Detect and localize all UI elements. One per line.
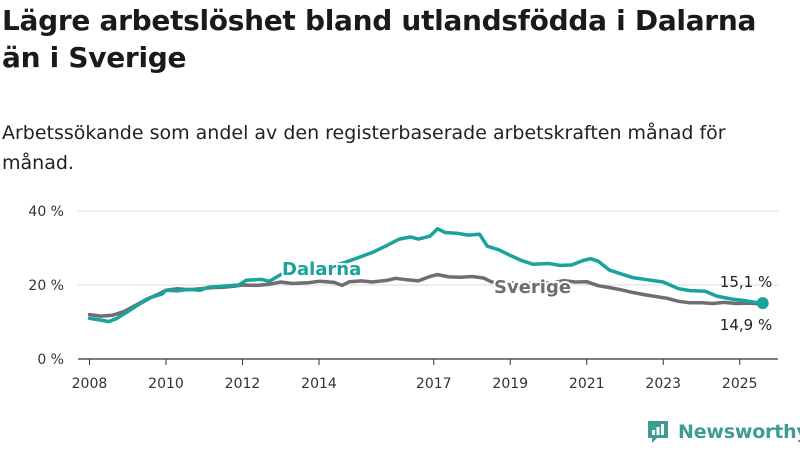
brand-name: Newsworthy (678, 421, 800, 443)
x-tick-label: 2023 (645, 376, 681, 392)
newsworthy-logo-icon (648, 421, 668, 443)
y-tick-label: 0 % (37, 352, 64, 368)
chart-title: Lägre arbetslöshet bland utlandsfödda i … (2, 4, 757, 74)
series-label-dalarna: Dalarna (282, 259, 361, 280)
x-tick-label: 2021 (569, 376, 605, 392)
x-axis: 2008 2010 2012 2014 2017 2019 2021 2023 2025 (72, 359, 758, 392)
chart-subtitle: Arbetssökande som andel av den registerb… (2, 122, 726, 174)
y-tick-label: 20 % (28, 278, 64, 294)
x-tick-label: 2025 (722, 376, 758, 392)
series-label-sverige: Sverige (494, 277, 571, 298)
x-tick-label: 2019 (492, 376, 528, 392)
gridlines (78, 210, 778, 360)
x-tick-label: 2012 (225, 376, 261, 392)
x-tick-label: 2014 (301, 376, 337, 392)
end-value-label-sverige: 14,9 % (720, 316, 772, 334)
series-labels: Dalarna Sverige 15,1 % 14,9 % (280, 257, 772, 334)
y-tick-label: 40 % (28, 204, 64, 220)
brand: Newsworthy (645, 419, 800, 445)
end-value-label-dalarna: 15,1 % (720, 273, 772, 291)
x-tick-label: 2017 (416, 376, 452, 392)
y-axis: 0 % 20 % 40 % (28, 204, 64, 368)
x-tick-label: 2008 (72, 376, 108, 392)
series-end-marker-dalarna (756, 297, 769, 310)
x-tick-label: 2010 (148, 376, 184, 392)
series-lines (87, 227, 769, 324)
series-line-dalarna (87, 227, 765, 324)
